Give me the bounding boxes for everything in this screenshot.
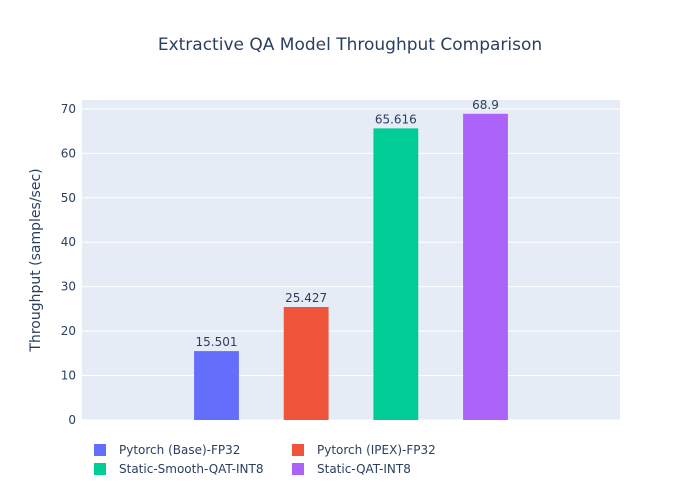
plot-area — [82, 100, 620, 420]
chart-title: Extractive QA Model Throughput Compariso… — [158, 35, 542, 55]
legend-label-3: Static-Smooth-QAT-INT8 — [119, 462, 263, 476]
legend-swatch-2 — [292, 444, 304, 456]
data-label-4: 68.9 — [472, 98, 499, 112]
bar-4 — [463, 113, 508, 421]
data-label-1: 15.501 — [196, 335, 238, 349]
legend-label-4: Static-QAT-INT8 — [317, 462, 411, 476]
y-axis-ticks: 0 10 20 30 40 50 60 70 — [61, 102, 76, 427]
data-label-3: 65.616 — [375, 112, 417, 126]
legend-label-1: Pytorch (Base)-FP32 — [119, 443, 240, 457]
bars — [194, 113, 508, 421]
y-tick-label: 0 — [68, 413, 76, 427]
bar-3 — [373, 128, 419, 420]
y-tick-label: 40 — [61, 235, 76, 249]
data-labels: 15.501 25.427 65.616 68.9 — [196, 98, 499, 349]
y-tick-label: 60 — [61, 146, 76, 160]
bar-1 — [194, 351, 239, 420]
data-label-2: 25.427 — [285, 291, 327, 305]
gridlines — [82, 108, 620, 421]
y-tick-label: 30 — [61, 280, 76, 294]
bar-2 — [283, 306, 329, 420]
legend-swatch-1 — [94, 444, 106, 456]
y-tick-label: 70 — [61, 102, 76, 116]
legend-label-2: Pytorch (IPEX)-FP32 — [317, 443, 436, 457]
y-axis-label: Throughput (samples/sec) — [28, 168, 44, 352]
legend-swatch-3 — [94, 463, 106, 475]
legend: Pytorch (Base)-FP32 Pytorch (IPEX)-FP32 St… — [94, 443, 436, 476]
y-tick-label: 20 — [61, 324, 76, 338]
y-tick-label: 10 — [61, 369, 76, 383]
y-tick-label: 50 — [61, 191, 76, 205]
legend-swatch-4 — [292, 463, 304, 475]
